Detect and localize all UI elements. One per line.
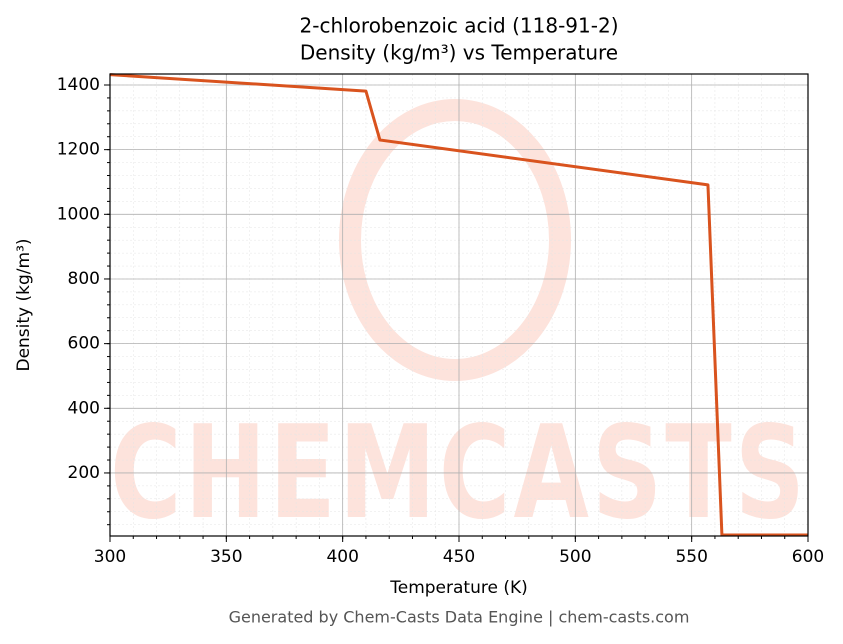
x-tick-label: 500 xyxy=(559,547,591,567)
plot-frame xyxy=(109,73,809,537)
footer: Generated by Chem-Casts Data Engine | ch… xyxy=(229,608,690,627)
watermark: CHEMCASTS xyxy=(110,399,808,548)
chart-title: 2-chlorobenzoic acid (118-91-2) xyxy=(300,14,619,38)
y-tick-label: 1000 xyxy=(57,204,100,224)
y-tick-label: 200 xyxy=(68,463,100,483)
x-tick-label: 450 xyxy=(443,547,475,567)
x-tick-label: 550 xyxy=(675,547,707,567)
y-tick-label: 600 xyxy=(68,334,100,354)
data-line xyxy=(109,73,808,537)
x-axis-label: Temperature (K) xyxy=(389,578,528,598)
x-tick-label: 600 xyxy=(792,547,824,567)
y-tick-label: 800 xyxy=(68,269,100,289)
chart-subtitle: Density (kg/m³) vs Temperature xyxy=(300,41,618,65)
y-tick-label: 1200 xyxy=(57,140,100,160)
y-axis-label: Density (kg/m³) xyxy=(14,238,34,371)
y-tick-label: 400 xyxy=(68,398,100,418)
y-tick-label: 1400 xyxy=(57,75,100,95)
x-tick-label: 350 xyxy=(210,547,242,567)
x-tick-label: 400 xyxy=(326,547,358,567)
x-tick-label: 300 xyxy=(94,547,126,567)
